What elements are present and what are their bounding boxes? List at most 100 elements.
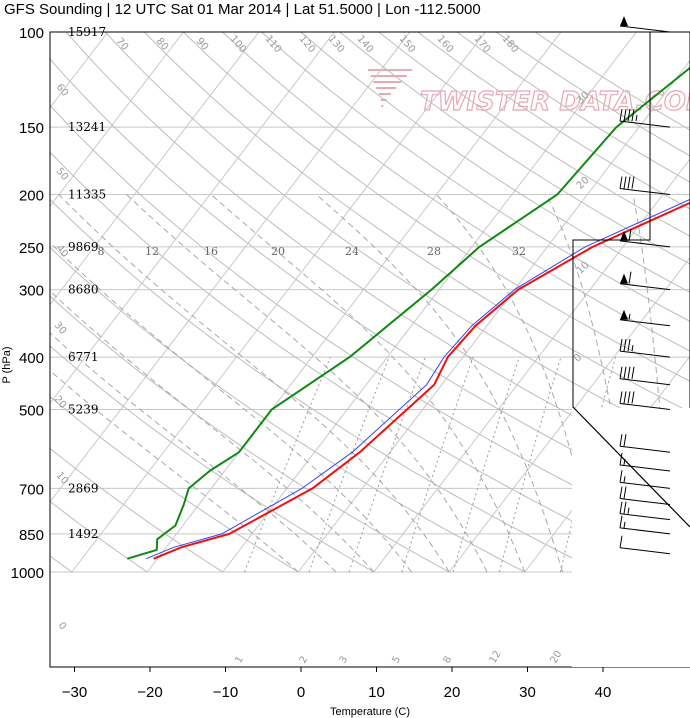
- dry-adiabat: [50, 395, 299, 573]
- x-tick-label: −10: [213, 684, 238, 701]
- barb-panel-outline: [572, 32, 690, 667]
- y-tick-label: 1000: [11, 565, 44, 582]
- y-tick-label: 300: [19, 283, 44, 300]
- watermark: TWISTER DATA.COM: [367, 69, 690, 118]
- mixing-ratio-line: [401, 356, 474, 573]
- dry-adiabat: [261, 32, 690, 322]
- wind-barb: [619, 309, 671, 327]
- dry-adiabat-label: 130: [326, 34, 347, 56]
- moist-adiabat: [50, 332, 337, 573]
- dry-adiabat-label: 0: [56, 620, 69, 632]
- mixing-ratio-label: 20: [549, 649, 565, 666]
- moist-adiabat: [210, 194, 526, 573]
- y-tick-label: 700: [19, 481, 44, 498]
- isotherm-label: 0: [572, 352, 584, 364]
- dry-adiabat-label: 20: [52, 394, 69, 411]
- dry-adiabat-label: 150: [397, 34, 418, 56]
- dry-adiabat-label: 70: [114, 36, 131, 53]
- temperature-line: [153, 201, 690, 560]
- wind-barb: [619, 391, 671, 410]
- isotherm: [448, 256, 690, 573]
- isotherm: [373, 158, 690, 573]
- y-tick-label: 150: [19, 120, 44, 137]
- isotherm: [71, 32, 486, 573]
- dry-adiabat: [50, 58, 690, 510]
- wind-barb: [619, 109, 671, 128]
- dry-adiabat-label: 120: [297, 34, 318, 56]
- dry-adiabat-label: 140: [355, 34, 376, 56]
- wind-barb: [619, 228, 671, 248]
- x-tick-label: −30: [62, 684, 87, 701]
- plot-series: [126, 66, 690, 560]
- isotherm: [50, 32, 335, 405]
- wind-barb: [619, 434, 671, 453]
- mixing-ratio-label: 1: [233, 654, 246, 665]
- y-tick-label: 400: [19, 350, 44, 367]
- wind-barb: [619, 486, 671, 506]
- theta-e-label: 12: [145, 245, 159, 258]
- isotherm-label: 10: [575, 260, 592, 277]
- isotherm: [146, 32, 562, 573]
- mixing-ratio-line: [452, 356, 520, 573]
- dry-adiabat-label: 110: [263, 34, 284, 56]
- wind-barb: [619, 339, 671, 358]
- theta-e-label: 8: [98, 245, 105, 258]
- mixing-ratio-label: 5: [390, 654, 403, 665]
- wind-barb-panel: [572, 16, 690, 667]
- mixing-ratio-line: [348, 356, 426, 573]
- theta-e-label: 20: [271, 245, 285, 258]
- plot-frame: [49, 31, 690, 668]
- barb-panel-mask: [572, 408, 690, 667]
- moist-adiabat: [50, 369, 299, 573]
- mixing-ratio-label: 8: [442, 654, 455, 665]
- moist-adiabat: [50, 290, 375, 573]
- y-tick-label: 850: [19, 527, 44, 544]
- y-tick-label: 200: [19, 188, 44, 205]
- height-label: 2869: [68, 481, 99, 495]
- height-label: 9869: [68, 240, 99, 254]
- y-tick-label: 500: [19, 402, 44, 419]
- mixing-ratio-line: [243, 356, 331, 573]
- wind-barb: [619, 16, 671, 33]
- theta-e-label: 28: [427, 245, 441, 258]
- isotherm: [50, 32, 184, 207]
- isotherm: [50, 32, 411, 503]
- y-axis-label: P (hPa): [1, 346, 13, 383]
- wind-barb: [619, 271, 671, 291]
- wind-barb: [619, 176, 671, 196]
- dry-adiabat-label: 160: [435, 34, 456, 56]
- x-tick-label: 20: [444, 684, 461, 701]
- barb-panel-diagonal: [572, 406, 690, 528]
- x-tick-label: 40: [595, 684, 612, 701]
- mixing-ratio-line: [308, 356, 390, 573]
- wind-barb: [619, 366, 671, 386]
- height-label: 6771: [68, 350, 99, 364]
- dry-adiabat: [339, 32, 690, 265]
- wind-barb: [619, 470, 671, 489]
- mixing-ratio-line: [498, 356, 562, 573]
- height-label: 11335: [68, 188, 106, 202]
- dry-adiabat: [50, 500, 148, 573]
- dewpoint-line: [126, 66, 690, 560]
- theta-e-label: 16: [204, 245, 218, 258]
- dry-adiabat-label: 180: [500, 34, 521, 56]
- x-tick-label: −20: [137, 684, 162, 701]
- x-tick-label: 30: [519, 684, 536, 701]
- y-tick-label: 100: [19, 25, 44, 42]
- dry-adiabat: [50, 198, 601, 573]
- height-label: 13241: [68, 120, 106, 134]
- moist-adiabat: [316, 194, 563, 573]
- moist-adiabat: [50, 241, 412, 573]
- wind-barb: [619, 535, 671, 555]
- isotherm: [222, 32, 637, 573]
- isotherm: [50, 32, 260, 306]
- theta-e-label: 32: [512, 245, 526, 258]
- dry-adiabat: [183, 32, 690, 382]
- dry-adiabat-label: 30: [52, 320, 69, 337]
- dry-adiabat: [300, 32, 690, 293]
- mixing-ratio-label: 3: [338, 654, 351, 665]
- dry-adiabat-label: 50: [54, 166, 71, 183]
- height-label: 5239: [68, 402, 99, 416]
